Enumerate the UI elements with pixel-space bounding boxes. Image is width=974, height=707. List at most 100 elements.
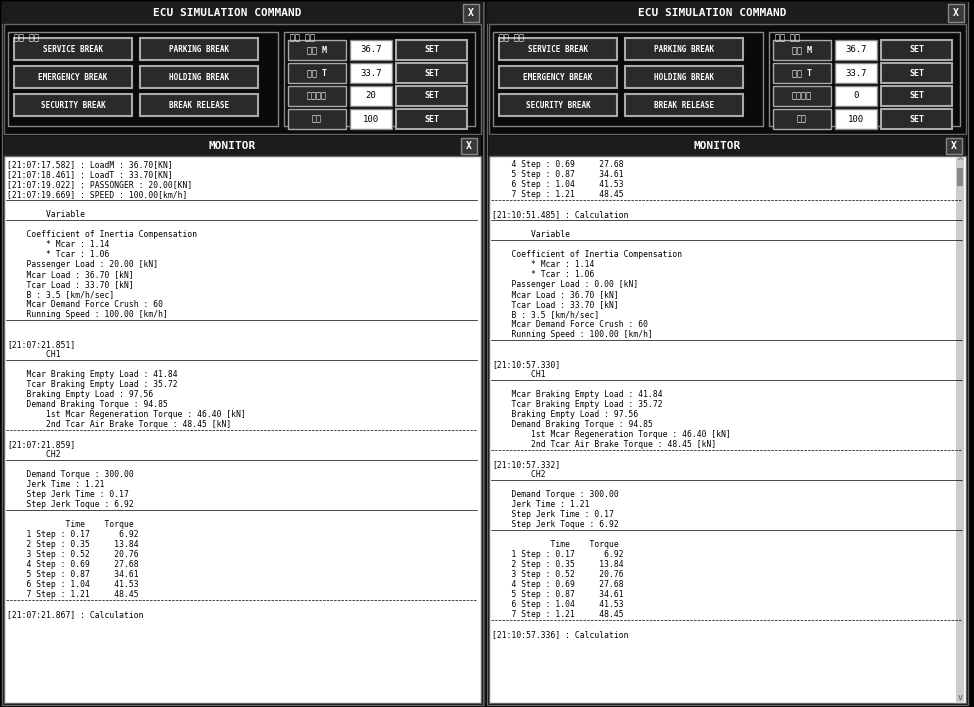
Text: SERVICE BREAK: SERVICE BREAK <box>528 45 588 54</box>
FancyBboxPatch shape <box>769 32 960 126</box>
Text: Passenger Load : 20.00 [kN]: Passenger Load : 20.00 [kN] <box>7 260 158 269</box>
Text: MONITOR: MONITOR <box>693 141 741 151</box>
FancyBboxPatch shape <box>881 63 952 83</box>
Text: 2 Step : 0.35     13.84: 2 Step : 0.35 13.84 <box>492 560 623 569</box>
FancyBboxPatch shape <box>881 86 952 106</box>
Text: 1 Step : 0.17      6.92: 1 Step : 0.17 6.92 <box>492 550 623 559</box>
Text: 4 Step : 0.69     27.68: 4 Step : 0.69 27.68 <box>492 580 623 589</box>
FancyBboxPatch shape <box>2 2 483 705</box>
FancyBboxPatch shape <box>625 66 743 88</box>
FancyBboxPatch shape <box>487 2 968 24</box>
Text: SET: SET <box>909 115 924 124</box>
FancyBboxPatch shape <box>773 86 831 106</box>
Text: SET: SET <box>424 91 439 100</box>
Text: Running Speed : 100.00 [km/h]: Running Speed : 100.00 [km/h] <box>7 310 168 319</box>
FancyBboxPatch shape <box>625 94 743 116</box>
Text: SET: SET <box>909 91 924 100</box>
FancyBboxPatch shape <box>396 40 467 60</box>
Text: 5 Step : 0.87     34.61: 5 Step : 0.87 34.61 <box>492 170 623 179</box>
Text: SERVICE BREAK: SERVICE BREAK <box>43 45 103 54</box>
FancyBboxPatch shape <box>835 40 877 60</box>
Text: SET: SET <box>424 69 439 78</box>
Text: [21:07:21.851]: [21:07:21.851] <box>7 340 75 349</box>
Text: Tcar Braking Empty Load : 35.72: Tcar Braking Empty Load : 35.72 <box>7 380 177 389</box>
Text: 하중 T: 하중 T <box>792 69 812 78</box>
Text: 4 Step : 0.69     27.68: 4 Step : 0.69 27.68 <box>492 160 623 169</box>
Text: Demand Braking Torque : 94.85: Demand Braking Torque : 94.85 <box>7 400 168 409</box>
Text: 3 Step : 0.52     20.76: 3 Step : 0.52 20.76 <box>492 570 623 579</box>
Text: 36.7: 36.7 <box>845 45 867 54</box>
FancyBboxPatch shape <box>396 63 467 83</box>
Text: SET: SET <box>909 45 924 54</box>
Text: Tcar Braking Empty Load : 35.72: Tcar Braking Empty Load : 35.72 <box>492 400 662 409</box>
Text: 1st Mcar Regeneration Torque : 46.40 [kN]: 1st Mcar Regeneration Torque : 46.40 [kN… <box>7 410 245 419</box>
Text: 100: 100 <box>848 115 864 124</box>
Text: [21:07:21.867] : Calculation: [21:07:21.867] : Calculation <box>7 610 143 619</box>
FancyBboxPatch shape <box>881 40 952 60</box>
Text: Braking Empty Load : 97.56: Braking Empty Load : 97.56 <box>7 390 153 399</box>
Text: Step Jerk Toque : 6.92: Step Jerk Toque : 6.92 <box>7 500 133 509</box>
FancyBboxPatch shape <box>14 38 132 60</box>
Text: Mcar Braking Empty Load : 41.84: Mcar Braking Empty Load : 41.84 <box>492 390 662 399</box>
Text: 5 Step : 0.87     34.61: 5 Step : 0.87 34.61 <box>492 590 623 599</box>
Text: SET: SET <box>424 45 439 54</box>
Text: [21:10:57.330]: [21:10:57.330] <box>492 360 560 369</box>
Text: 속도: 속도 <box>797 115 807 124</box>
FancyBboxPatch shape <box>350 86 392 106</box>
FancyBboxPatch shape <box>4 136 481 156</box>
FancyBboxPatch shape <box>773 109 831 129</box>
Text: 하중 종류: 하중 종류 <box>775 33 800 42</box>
Text: Variable: Variable <box>7 210 85 219</box>
Text: ^: ^ <box>956 158 963 167</box>
FancyBboxPatch shape <box>773 63 831 83</box>
Text: 2nd Tcar Air Brake Torque : 48.45 [kN]: 2nd Tcar Air Brake Torque : 48.45 [kN] <box>492 440 716 449</box>
Text: 1 Step : 0.17      6.92: 1 Step : 0.17 6.92 <box>7 530 138 539</box>
FancyBboxPatch shape <box>14 94 132 116</box>
Text: CH1: CH1 <box>7 350 60 359</box>
FancyBboxPatch shape <box>350 63 392 83</box>
Text: Step Jerk Time : 0.17: Step Jerk Time : 0.17 <box>492 510 614 519</box>
FancyBboxPatch shape <box>835 86 877 106</box>
Text: Coefficient of Inertia Compensation: Coefficient of Inertia Compensation <box>492 250 682 259</box>
Text: 7 Step : 1.21     48.45: 7 Step : 1.21 48.45 <box>7 590 138 599</box>
FancyBboxPatch shape <box>140 94 258 116</box>
Text: Mcar Demand Force Crush : 60: Mcar Demand Force Crush : 60 <box>492 320 648 329</box>
Text: 제동 종류: 제동 종류 <box>499 33 524 42</box>
Text: Mcar Load : 36.70 [kN]: Mcar Load : 36.70 [kN] <box>7 270 133 279</box>
Text: Jerk Time : 1.21: Jerk Time : 1.21 <box>7 480 104 489</box>
Text: 제동 종류: 제동 종류 <box>14 33 39 42</box>
Text: Mcar Demand Force Crush : 60: Mcar Demand Force Crush : 60 <box>7 300 163 309</box>
Text: HOLDING BREAK: HOLDING BREAK <box>169 73 229 81</box>
Text: BREAK RELEASE: BREAK RELEASE <box>654 100 714 110</box>
Text: X: X <box>468 8 474 18</box>
Text: 4 Step : 0.69     27.68: 4 Step : 0.69 27.68 <box>7 560 138 569</box>
FancyBboxPatch shape <box>8 32 278 126</box>
FancyBboxPatch shape <box>835 63 877 83</box>
Text: Jerk Time : 1.21: Jerk Time : 1.21 <box>492 500 589 509</box>
Text: * Mcar : 1.14: * Mcar : 1.14 <box>7 240 109 249</box>
FancyBboxPatch shape <box>350 40 392 60</box>
Text: 20: 20 <box>365 91 376 100</box>
Text: [21:07:19.022] : PASSONGER : 20.00[KN]: [21:07:19.022] : PASSONGER : 20.00[KN] <box>7 180 192 189</box>
Text: X: X <box>467 141 472 151</box>
Text: 33.7: 33.7 <box>845 69 867 78</box>
Text: 33.7: 33.7 <box>360 69 382 78</box>
Text: ECU SIMULATION COMMAND: ECU SIMULATION COMMAND <box>153 8 302 18</box>
FancyBboxPatch shape <box>288 63 346 83</box>
FancyBboxPatch shape <box>489 24 966 134</box>
Text: PARKING BREAK: PARKING BREAK <box>169 45 229 54</box>
Text: 3 Step : 0.52     20.76: 3 Step : 0.52 20.76 <box>7 550 138 559</box>
Text: EMERGENCY BREAK: EMERGENCY BREAK <box>38 73 108 81</box>
FancyBboxPatch shape <box>350 109 392 129</box>
FancyBboxPatch shape <box>499 94 617 116</box>
Text: 0: 0 <box>853 91 859 100</box>
Text: 6 Step : 1.04     41.53: 6 Step : 1.04 41.53 <box>7 580 138 589</box>
FancyBboxPatch shape <box>4 156 481 703</box>
Text: B : 3.5 [km/h/sec]: B : 3.5 [km/h/sec] <box>7 290 114 299</box>
Text: Step Jerk Time : 0.17: Step Jerk Time : 0.17 <box>7 490 129 499</box>
Text: Demand Torque : 300.00: Demand Torque : 300.00 <box>7 470 133 479</box>
FancyBboxPatch shape <box>773 40 831 60</box>
FancyBboxPatch shape <box>140 38 258 60</box>
Text: 2nd Tcar Air Brake Torque : 48.45 [kN]: 2nd Tcar Air Brake Torque : 48.45 [kN] <box>7 420 231 429</box>
Text: Braking Empty Load : 97.56: Braking Empty Load : 97.56 <box>492 410 638 419</box>
